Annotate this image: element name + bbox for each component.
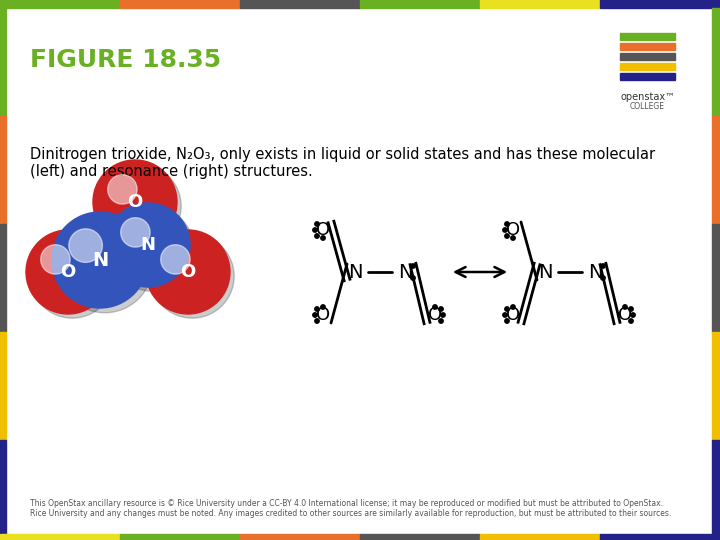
Circle shape	[97, 164, 181, 248]
Text: This OpenStax ancillary resource is © Rice University under a CC-BY 4.0 Internat: This OpenStax ancillary resource is © Ri…	[30, 498, 671, 518]
Circle shape	[600, 276, 606, 280]
Circle shape	[629, 319, 633, 323]
Bar	[620, 63, 675, 70]
Text: N: N	[397, 262, 413, 281]
Bar	[712, 332, 720, 440]
Circle shape	[52, 212, 148, 308]
Circle shape	[161, 245, 190, 274]
Bar	[0, 534, 120, 540]
Bar	[712, 116, 720, 224]
Circle shape	[108, 175, 137, 204]
Circle shape	[30, 234, 114, 318]
Bar	[360, 0, 480, 8]
Circle shape	[315, 222, 319, 226]
Circle shape	[433, 305, 437, 309]
Circle shape	[321, 305, 325, 309]
Circle shape	[57, 217, 153, 313]
Circle shape	[438, 319, 444, 323]
Bar	[0, 332, 6, 440]
Circle shape	[600, 264, 606, 268]
Circle shape	[146, 230, 230, 314]
Circle shape	[503, 228, 507, 232]
Circle shape	[321, 236, 325, 240]
Bar	[620, 73, 675, 80]
Bar	[120, 534, 240, 540]
Bar	[620, 43, 675, 50]
Text: O: O	[127, 193, 143, 211]
Circle shape	[411, 276, 415, 280]
Circle shape	[312, 228, 318, 232]
Circle shape	[510, 236, 516, 240]
Circle shape	[315, 319, 319, 323]
Bar	[712, 440, 720, 540]
Circle shape	[69, 229, 102, 262]
Circle shape	[629, 307, 633, 311]
Circle shape	[505, 234, 509, 238]
Bar	[0, 224, 6, 332]
Text: O: O	[316, 306, 330, 324]
Text: O: O	[316, 221, 330, 239]
Text: N: N	[348, 262, 362, 281]
Bar	[620, 33, 675, 40]
Circle shape	[510, 305, 516, 309]
Text: O: O	[428, 306, 442, 324]
Bar	[0, 0, 120, 8]
Bar	[0, 116, 6, 224]
Bar	[0, 440, 6, 540]
Bar	[712, 8, 720, 116]
Circle shape	[315, 307, 319, 311]
Circle shape	[312, 313, 318, 317]
Circle shape	[441, 313, 445, 317]
Text: O: O	[60, 263, 76, 281]
Bar	[600, 534, 720, 540]
Circle shape	[505, 307, 509, 311]
Circle shape	[110, 207, 194, 291]
Text: N: N	[588, 262, 602, 281]
Circle shape	[503, 313, 507, 317]
Circle shape	[121, 218, 150, 247]
Circle shape	[41, 245, 70, 274]
Text: N: N	[538, 262, 552, 281]
Bar	[620, 53, 675, 60]
Circle shape	[438, 307, 444, 311]
Text: openstax™: openstax™	[620, 92, 675, 102]
Text: O: O	[181, 263, 196, 281]
Text: Dinitrogen trioxide, N₂O₃, only exists in liquid or solid states and has these m: Dinitrogen trioxide, N₂O₃, only exists i…	[30, 147, 655, 179]
Bar	[0, 8, 6, 116]
Bar	[600, 0, 720, 8]
Text: O: O	[506, 306, 520, 324]
Bar	[480, 534, 600, 540]
Text: N: N	[92, 251, 108, 269]
Bar	[120, 0, 240, 8]
Circle shape	[106, 203, 190, 287]
Circle shape	[623, 305, 627, 309]
Bar	[360, 534, 480, 540]
Bar	[240, 534, 360, 540]
Circle shape	[505, 222, 509, 226]
Circle shape	[411, 264, 415, 268]
Circle shape	[315, 234, 319, 238]
Circle shape	[150, 234, 234, 318]
Text: O: O	[618, 306, 632, 324]
Bar	[712, 224, 720, 332]
Text: N: N	[140, 236, 156, 254]
Text: COLLEGE: COLLEGE	[630, 102, 665, 111]
Circle shape	[26, 230, 110, 314]
Circle shape	[93, 160, 177, 244]
Circle shape	[505, 319, 509, 323]
Text: FIGURE 18.35: FIGURE 18.35	[30, 48, 221, 72]
Text: O: O	[506, 221, 520, 239]
Circle shape	[631, 313, 635, 317]
Bar	[240, 0, 360, 8]
Bar	[480, 0, 600, 8]
